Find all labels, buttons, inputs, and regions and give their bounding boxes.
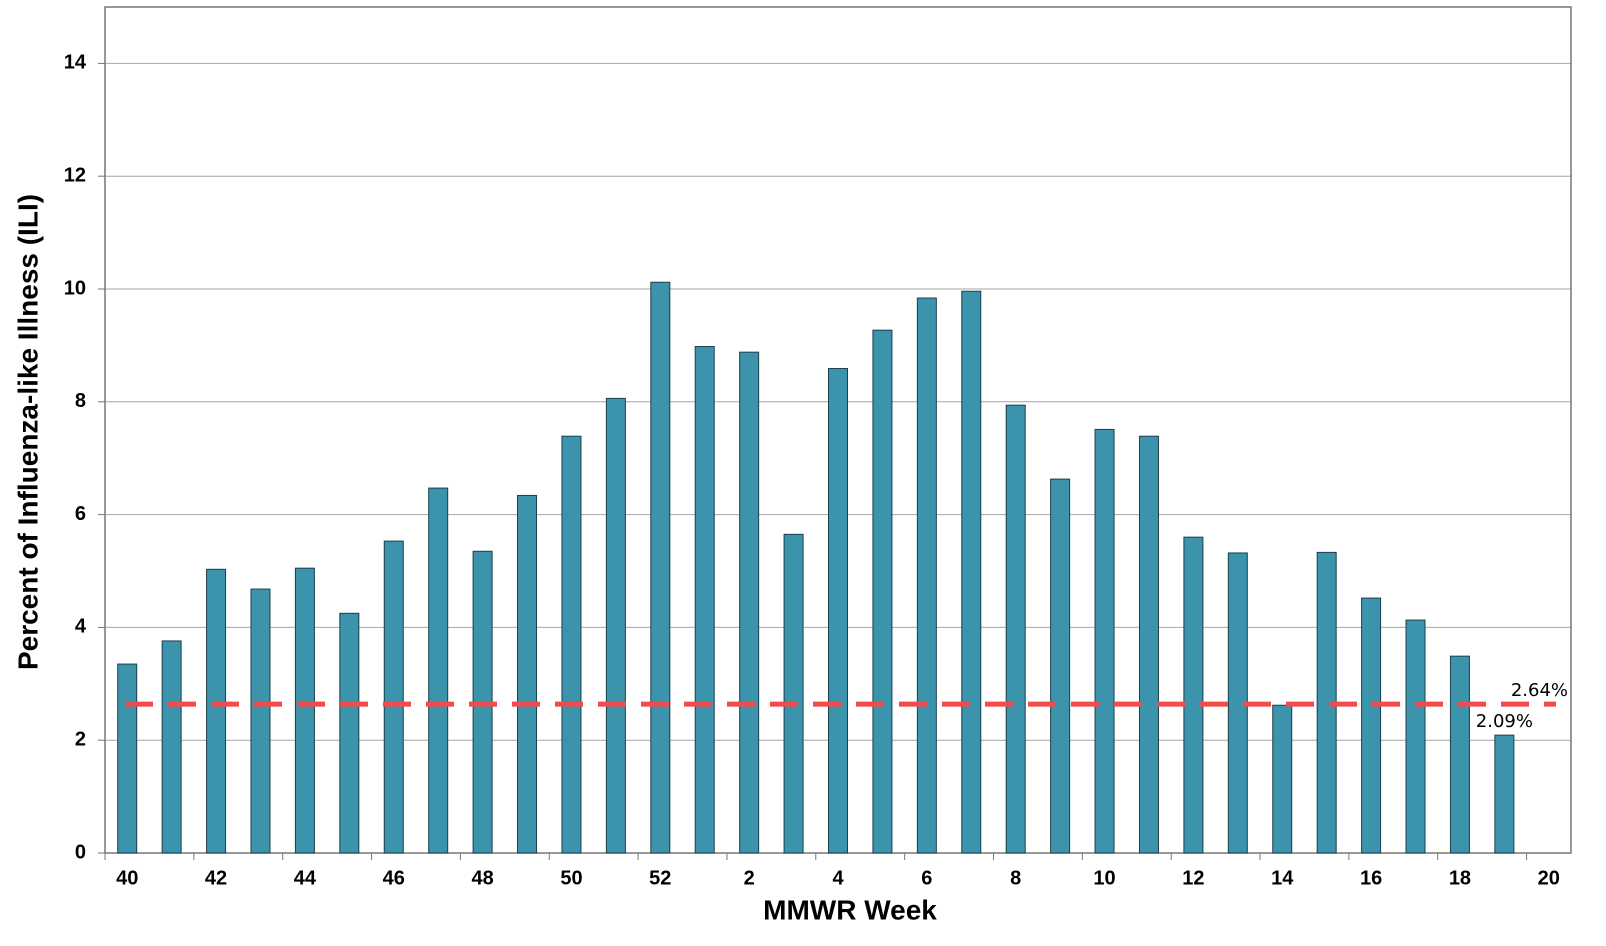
bar (1449, 655, 1470, 854)
x-tick-label: 4 (832, 867, 844, 889)
x-tick-label: 10 (1093, 867, 1115, 889)
x-tick-label: 12 (1182, 867, 1204, 889)
bar (1050, 478, 1071, 854)
y-tick-label: 10 (64, 277, 86, 299)
x-tick-label: 42 (205, 867, 227, 889)
bar (605, 397, 626, 854)
bar (428, 487, 449, 854)
bar (961, 290, 982, 854)
bar (1494, 734, 1515, 854)
bar (206, 568, 227, 854)
bar (828, 368, 848, 854)
bar (294, 567, 315, 854)
bar (561, 435, 582, 854)
bar (1405, 619, 1426, 854)
x-tick-label: 6 (921, 867, 932, 889)
x-tick-label: 48 (471, 867, 493, 889)
y-tick-label: 6 (75, 503, 86, 525)
bar (1361, 597, 1382, 854)
bar (383, 540, 404, 854)
bar (650, 281, 671, 854)
bar (1183, 536, 1204, 854)
bar (161, 640, 182, 854)
x-tick-label: 20 (1538, 867, 1560, 889)
x-axis-title: MMWR Week (763, 894, 937, 925)
bar (250, 588, 271, 854)
y-axis-title: Percent of Influenza-like Illness (ILI) (12, 194, 43, 670)
bar (1272, 704, 1293, 854)
bar (916, 297, 937, 854)
y-tick-label: 4 (75, 616, 87, 638)
x-tick-label: 14 (1271, 867, 1294, 889)
bar (872, 329, 893, 854)
x-tick-label: 44 (294, 867, 317, 889)
y-tick-label: 14 (64, 52, 87, 74)
bar (117, 663, 138, 854)
x-tick-label: 50 (560, 867, 582, 889)
x-tick-label: 46 (383, 867, 405, 889)
bar (517, 494, 538, 854)
baseline-label: 2.64% (1511, 680, 1568, 701)
bar (783, 533, 804, 854)
x-tick-label: 40 (116, 867, 138, 889)
bar (1005, 404, 1026, 854)
y-tick-label: 8 (75, 390, 86, 412)
y-tick-label: 12 (64, 164, 86, 186)
x-tick-label: 2 (744, 867, 755, 889)
bar (339, 612, 360, 854)
bar (1094, 428, 1115, 854)
bar (694, 346, 715, 854)
x-tick-label: 18 (1449, 867, 1471, 889)
y-tick-label: 0 (75, 841, 86, 863)
bar (739, 351, 760, 854)
value-label: 2.09% (1476, 711, 1533, 732)
y-tick-label: 2 (75, 728, 86, 750)
bar (1138, 435, 1159, 854)
x-tick-label: 52 (649, 867, 671, 889)
x-tick-label: 16 (1360, 867, 1382, 889)
x-tick-label: 8 (1010, 867, 1021, 889)
